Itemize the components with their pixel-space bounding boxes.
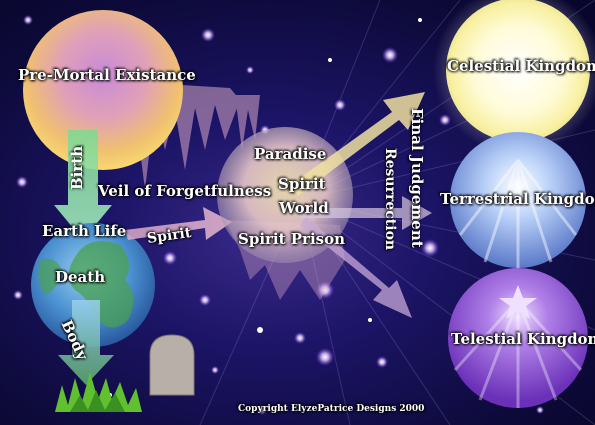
arrow-to-telestial bbox=[300, 217, 412, 318]
arrow-to-terrestrial bbox=[300, 196, 432, 230]
pre-mortal-sphere bbox=[23, 10, 183, 170]
label-celestial-kingdom: Celestial Kingdom bbox=[447, 57, 595, 75]
telestial-sphere bbox=[448, 268, 588, 408]
label-terrestrial-kingdom: Terrestrial Kingdom bbox=[440, 190, 595, 208]
label-pre-mortal-existance: Pre-Mortal Existance bbox=[18, 66, 196, 84]
spirit-arrow bbox=[125, 207, 232, 240]
birth-arrow bbox=[54, 130, 112, 240]
label-earth-life: Earth Life bbox=[42, 222, 127, 240]
tombstone bbox=[149, 334, 195, 396]
label-spirit-world-line1: Spirit bbox=[278, 175, 326, 193]
copyright-notice: Copyright ElyzePatrice Designs 2000 bbox=[238, 404, 425, 414]
label-death: Death bbox=[55, 268, 106, 286]
arrow-to-celestial bbox=[290, 92, 425, 196]
stars bbox=[13, 15, 544, 415]
celestial-sphere bbox=[446, 0, 590, 142]
label-spirit-world-line2: World bbox=[279, 199, 329, 217]
body-arrow bbox=[58, 300, 114, 385]
label-resurrection: Resurrection bbox=[382, 148, 398, 251]
label-telestial-kingdom: Telestial Kingdom bbox=[451, 330, 595, 348]
label-final-judgement: Final Judgement bbox=[408, 108, 426, 248]
label-veil-of-forgetfulness: Veil of Forgetfulness bbox=[98, 182, 272, 200]
telestial-star-icon bbox=[499, 285, 537, 319]
label-spirit-prison: Spirit Prison bbox=[238, 230, 346, 248]
label-birth: Birth bbox=[68, 145, 86, 190]
label-paradise: Paradise bbox=[254, 145, 327, 163]
terrestrial-sphere bbox=[450, 132, 586, 268]
